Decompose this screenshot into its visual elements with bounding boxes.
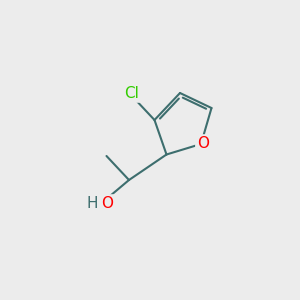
Text: Cl: Cl — [124, 85, 140, 100]
Text: H: H — [86, 196, 98, 211]
Text: O: O — [101, 196, 113, 211]
Text: O: O — [197, 136, 209, 152]
